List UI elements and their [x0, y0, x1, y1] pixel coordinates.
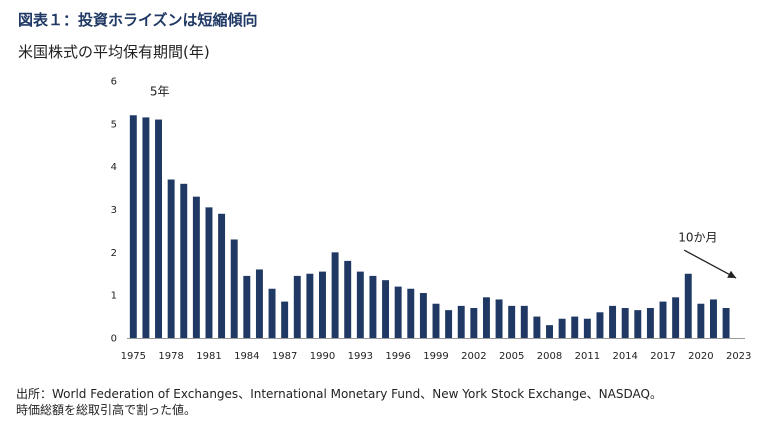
bar-1980	[192, 196, 200, 338]
bar-1996	[394, 286, 402, 338]
x-tick-label: 1981	[196, 351, 221, 362]
bar-1997	[407, 288, 415, 338]
bar-2001	[457, 305, 465, 338]
bar-1999	[432, 303, 440, 338]
bar-1988	[293, 275, 301, 338]
bar-1993	[356, 271, 364, 338]
x-tick-label: 1990	[310, 351, 335, 362]
x-tick-label: 1975	[121, 351, 146, 362]
bar-2008	[546, 325, 553, 338]
annotation-5-years: 5年	[150, 85, 170, 99]
x-tick-label: 2014	[612, 351, 637, 362]
x-tick-label: 2017	[650, 351, 675, 362]
bar-2012	[596, 312, 604, 338]
x-tick-label: 1987	[272, 351, 297, 362]
x-tick-label: 1999	[423, 351, 448, 362]
bar-1982	[218, 213, 226, 338]
bar-2015	[634, 310, 642, 338]
chart-annotations: 5年 10か月	[150, 85, 737, 279]
x-tick-label: 1996	[385, 351, 410, 362]
bar-1979	[180, 183, 188, 338]
bar-2017	[659, 301, 667, 338]
annotation-arrow-head	[727, 270, 737, 279]
figure-title: 図表１：投資ホライズンは短縮傾向	[18, 11, 258, 29]
bar-2022	[722, 308, 730, 338]
bar-2005	[508, 305, 516, 338]
bar-2000	[445, 310, 453, 338]
y-tick-label: 1	[111, 291, 117, 302]
x-tick-label: 2020	[688, 351, 713, 362]
bar-1995	[382, 280, 390, 338]
bar-1992	[344, 260, 352, 338]
annotation-10-months: 10か月	[678, 230, 717, 244]
bar-1984	[243, 275, 251, 338]
bar-1977	[155, 119, 162, 338]
bar-1978	[167, 179, 175, 338]
y-tick-label: 3	[111, 205, 117, 216]
bar-2007	[533, 316, 541, 338]
source-note: 出所：World Federation of Exchanges、Interna…	[16, 386, 662, 418]
y-tick-label: 4	[111, 162, 117, 173]
bar-2011	[583, 318, 591, 338]
y-tick-label: 5	[111, 119, 117, 130]
bar-1976	[142, 117, 150, 339]
bar-chart: 0 1 2 3 4 5 6 1975 1978 1981 1984 1987 1990 1993 1996…	[111, 77, 752, 363]
x-tick-label: 1978	[158, 351, 183, 362]
bar-2009	[558, 318, 566, 338]
bar-2016	[646, 308, 654, 338]
bar-1991	[331, 252, 339, 338]
bar-2004	[495, 299, 503, 338]
source-line-2: 時価総額を総取引高で割った値。	[16, 403, 197, 417]
source-line-1: 出所：World Federation of Exchanges、Interna…	[16, 387, 662, 401]
x-axis: 1975 1978 1981 1984 1987 1990 1993 1996 1999 2002…	[121, 351, 752, 362]
y-tick-label: 6	[111, 77, 117, 88]
y-tick-label: 0	[111, 334, 117, 345]
bar-2003	[482, 297, 490, 338]
bar-1981	[205, 207, 213, 338]
bar-series	[129, 115, 730, 339]
bar-2018	[672, 297, 680, 338]
x-tick-label: 1993	[348, 351, 373, 362]
bar-1975	[129, 115, 137, 339]
bar-1989	[306, 273, 314, 338]
annotation-arrow-line	[683, 249, 737, 279]
bar-2014	[621, 308, 629, 338]
x-tick-label: 2005	[499, 351, 524, 362]
x-tick-label: 2002	[461, 351, 486, 362]
bar-2002	[470, 308, 478, 338]
chart-subtitle: 米国株式の平均保有期間(年)	[18, 43, 210, 61]
x-tick-label: 1984	[234, 351, 259, 362]
bar-1990	[319, 271, 326, 338]
y-tick-label: 2	[111, 248, 117, 259]
bar-1987	[281, 301, 289, 338]
bar-1985	[255, 269, 263, 338]
bar-2010	[571, 316, 579, 338]
bar-2019	[684, 273, 692, 338]
bar-1983	[230, 239, 238, 338]
bar-1986	[268, 288, 276, 338]
x-tick-label: 2008	[537, 351, 562, 362]
y-axis: 0 1 2 3 4 5 6	[111, 77, 117, 345]
bar-2020	[697, 303, 705, 338]
bar-1998	[419, 293, 427, 338]
bar-2013	[609, 305, 617, 338]
bar-2006	[520, 305, 528, 338]
x-tick-label: 2023	[726, 351, 751, 362]
bar-1994	[369, 275, 377, 338]
bar-2021	[710, 299, 717, 338]
x-tick-label: 2011	[575, 351, 600, 362]
